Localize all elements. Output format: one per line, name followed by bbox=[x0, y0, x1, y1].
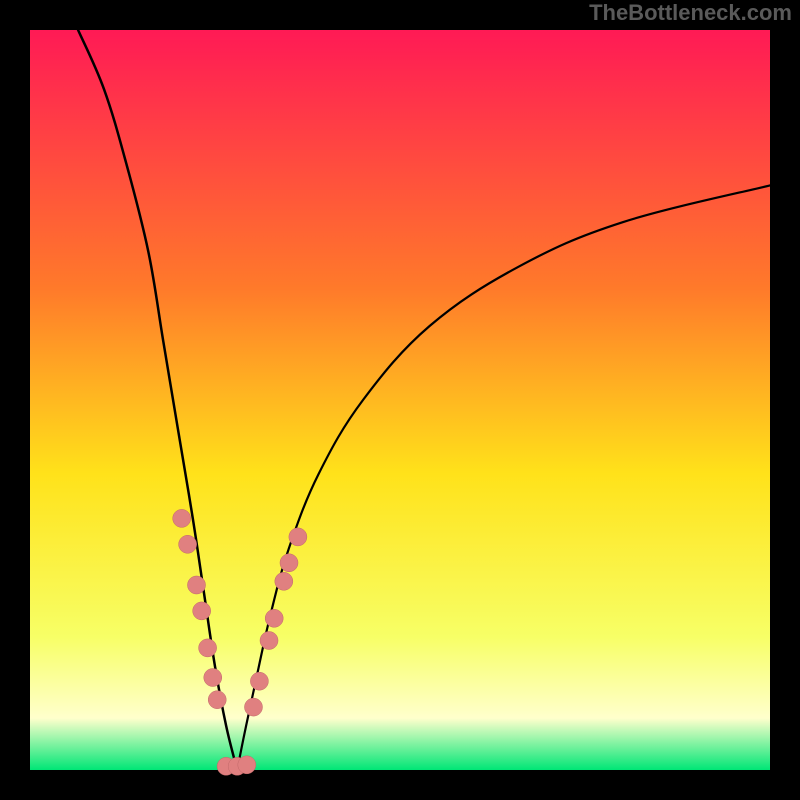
marker-right bbox=[244, 698, 262, 716]
marker-left bbox=[188, 576, 206, 594]
marker-right bbox=[260, 632, 278, 650]
bottleneck-chart: TheBottleneck.com bbox=[0, 0, 800, 800]
chart-svg bbox=[0, 0, 800, 800]
marker-left bbox=[204, 669, 222, 687]
plot-background bbox=[30, 30, 770, 770]
marker-left bbox=[193, 602, 211, 620]
marker-left bbox=[208, 691, 226, 709]
marker-left bbox=[199, 639, 217, 657]
marker-right bbox=[289, 528, 307, 546]
marker-left bbox=[173, 509, 191, 527]
marker-bottom bbox=[238, 756, 256, 774]
marker-right bbox=[250, 672, 268, 690]
marker-left bbox=[179, 535, 197, 553]
marker-right bbox=[265, 609, 283, 627]
marker-right bbox=[275, 572, 293, 590]
marker-right bbox=[280, 554, 298, 572]
